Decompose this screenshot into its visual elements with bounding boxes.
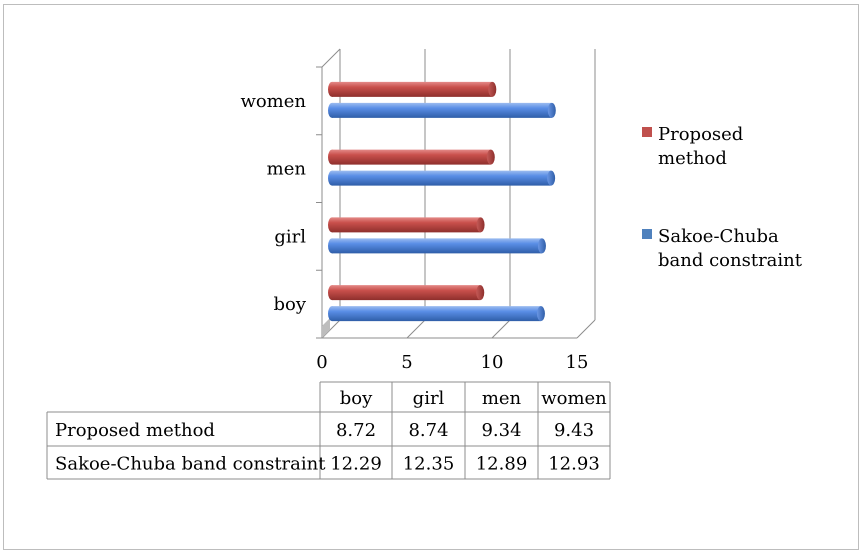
table-cell: 8.74: [408, 420, 448, 441]
bar: [328, 238, 546, 254]
bar-body: [332, 306, 541, 322]
wall-shadow: [322, 318, 330, 338]
table-row-label: Sakoe-Chuba band constraint: [55, 454, 326, 475]
bar-end-cap: [547, 102, 556, 118]
table-cell: 12.29: [330, 454, 382, 475]
legend-swatch: [642, 229, 652, 239]
legend-label: Proposed: [658, 124, 743, 145]
table-row-label: Proposed method: [55, 420, 215, 441]
legend: Proposed method Sakoe-Chuba band constraint: [642, 124, 803, 271]
axis-layer: [316, 48, 577, 339]
legend-swatch: [642, 127, 652, 137]
bar-end-cap: [476, 285, 485, 301]
bar-start-cap: [328, 102, 336, 118]
bar-chart: 0 5 10 15 boy girl men women Proposed method Sako…: [46, 48, 803, 480]
bar: [328, 149, 495, 165]
legend-label: Sakoe-Chuba: [658, 226, 779, 247]
bar: [328, 81, 497, 97]
bar-end-cap: [476, 217, 485, 233]
bar: [328, 170, 556, 186]
legend-item: Proposed method: [642, 124, 743, 169]
floor-gridline: [576, 319, 596, 339]
table-header-cell: boy: [340, 388, 373, 409]
bar-end-cap: [537, 238, 546, 254]
chart-frame: 0 5 10 15 boy girl men women Proposed method Sako…: [3, 4, 859, 550]
table-cell: 9.43: [554, 420, 594, 441]
legend-item: Sakoe-Chuba band constraint: [642, 226, 803, 271]
table-header-cell: men: [482, 388, 522, 409]
x-tick-label: 5: [401, 352, 412, 373]
floor-gridline: [406, 319, 426, 339]
legend-label: band constraint: [658, 250, 803, 271]
table-header-cell: girl: [413, 388, 445, 409]
bar: [328, 285, 485, 301]
floor-gridline: [491, 319, 511, 339]
bar-start-cap: [328, 170, 336, 186]
bar: [328, 217, 485, 233]
table-cell: 9.34: [481, 420, 521, 441]
table-header-cell: women: [541, 388, 607, 409]
category-label: boy: [273, 294, 306, 315]
bar-start-cap: [328, 285, 336, 301]
bars-layer: [328, 81, 556, 322]
bar-start-cap: [328, 149, 336, 165]
bar-end-cap: [486, 149, 495, 165]
table-cell: 12.35: [403, 454, 455, 475]
x-tick-label: 15: [566, 352, 589, 373]
table-cell: 8.72: [336, 420, 376, 441]
bar-body: [332, 285, 481, 301]
category-label: men: [267, 159, 307, 180]
category-label: women: [240, 91, 306, 112]
bar-start-cap: [328, 306, 336, 322]
labels-layer: 0 5 10 15 boy girl men women: [240, 91, 588, 373]
bar-body: [332, 81, 493, 97]
bar-body: [332, 170, 552, 186]
bar-start-cap: [328, 81, 336, 97]
bar-end-cap: [536, 306, 545, 322]
table-cell: 12.89: [476, 454, 528, 475]
table-cell: 12.93: [548, 454, 600, 475]
bar-body: [332, 102, 552, 118]
bar: [328, 306, 545, 322]
bar-body: [332, 217, 481, 233]
x-tick-label: 0: [316, 352, 327, 373]
bar-start-cap: [328, 217, 336, 233]
category-label: girl: [274, 226, 306, 247]
x-tick-label: 10: [481, 352, 504, 373]
bar: [328, 102, 556, 118]
bar-end-cap: [488, 81, 497, 97]
bar-body: [332, 149, 491, 165]
legend-label: method: [658, 148, 727, 169]
bar-start-cap: [328, 238, 336, 254]
data-table: boy girl men women Proposed method 8.72 8.74 9.…: [46, 381, 611, 480]
y-axis-top-edge: [321, 48, 341, 68]
bar-end-cap: [547, 170, 556, 186]
bar-body: [332, 238, 542, 254]
